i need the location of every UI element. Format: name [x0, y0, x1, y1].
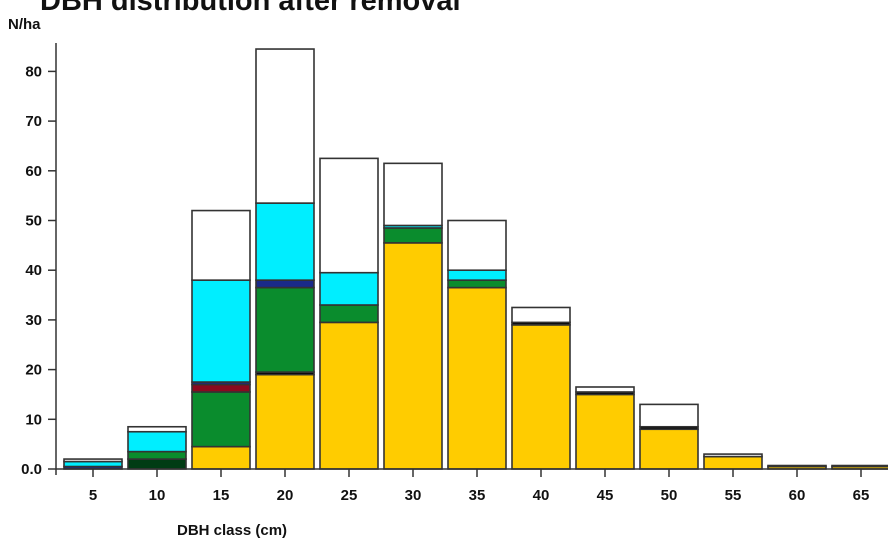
- x-tick-label: 65: [853, 487, 870, 504]
- bar-stack: [63, 458, 123, 470]
- bar-segment: [575, 386, 635, 393]
- bar-stack: [703, 453, 763, 470]
- y-tick-label: 40: [25, 262, 42, 279]
- y-axis-label: N/ha: [8, 16, 41, 33]
- x-axis-label: DBH class (cm): [177, 522, 287, 539]
- x-tick-label: 35: [469, 487, 486, 504]
- bar-segment: [447, 279, 507, 289]
- bar-segment: [191, 391, 251, 448]
- bar-stack: [191, 209, 251, 470]
- bar-segment: [383, 162, 443, 227]
- bar-segment: [511, 324, 571, 470]
- x-tick-label: 10: [149, 487, 166, 504]
- bar-segment: [63, 458, 123, 463]
- x-tick-label: 40: [533, 487, 550, 504]
- bar-stack: [447, 219, 507, 470]
- y-tick-label: 10: [25, 411, 42, 428]
- bar-segment: [255, 373, 315, 470]
- bar-segment: [255, 202, 315, 281]
- bar-segment: [319, 304, 379, 324]
- tick-marks: [48, 70, 862, 477]
- bar-segment: [575, 393, 635, 470]
- bar-segment: [383, 227, 443, 244]
- bar-segment: [383, 242, 443, 470]
- bar-segment: [191, 383, 251, 393]
- bar-stack: [127, 425, 187, 470]
- bar-segment: [255, 286, 315, 373]
- bar-segment: [191, 209, 251, 281]
- bar-segment: [447, 269, 507, 281]
- x-tick-label: 15: [213, 487, 230, 504]
- bar-stack: [639, 403, 699, 470]
- chart-title: DBH distribution after removal: [40, 0, 461, 17]
- y-tick-label: 20: [25, 362, 42, 379]
- y-tick-label: 50: [25, 213, 42, 230]
- bar-segment: [127, 425, 187, 433]
- y-tick-label: 80: [25, 63, 42, 80]
- bar-segment: [255, 48, 315, 204]
- x-tick-label: 30: [405, 487, 422, 504]
- bar-segment: [319, 321, 379, 470]
- bar-segment: [639, 428, 699, 470]
- bar-segment: [447, 219, 507, 272]
- bar-stack: [383, 162, 443, 470]
- bar-segment: [191, 445, 251, 470]
- x-tick-labels: 5 10 15 20 25 30 35 40 45 50 55 60 65: [89, 487, 870, 504]
- bar-segment: [127, 458, 187, 470]
- bar-segment: [127, 430, 187, 453]
- y-tick-label: 30: [25, 312, 42, 329]
- bar-segment: [255, 279, 315, 289]
- bar-segment: [639, 403, 699, 428]
- x-tick-label: 25: [341, 487, 358, 504]
- bar-segment: [511, 306, 571, 324]
- bars-group: [63, 48, 888, 470]
- y-tick-label: 0.0: [21, 461, 42, 478]
- bar-segment: [127, 450, 187, 460]
- x-tick-label: 50: [661, 487, 678, 504]
- bar-segment: [319, 157, 379, 274]
- bar-segment: [703, 455, 763, 470]
- bar-segment: [319, 271, 379, 306]
- bar-segment: [447, 286, 507, 470]
- bar-stack: [575, 386, 635, 470]
- bar-stack: [319, 157, 379, 470]
- bar-stack: [255, 48, 315, 470]
- y-tick-label: 60: [25, 163, 42, 180]
- y-tick-label: 70: [25, 113, 42, 130]
- bar-segment: [703, 453, 763, 458]
- bar-segment: [767, 464, 827, 468]
- y-tick-labels: 0.0 10 20 30 40 50 60 70 80: [21, 63, 42, 478]
- x-tick-label: 5: [89, 487, 97, 504]
- bar-segment: [831, 464, 888, 468]
- x-tick-label: 60: [789, 487, 806, 504]
- bar-stack: [511, 306, 571, 470]
- x-tick-label: 55: [725, 487, 742, 504]
- x-tick-label: 45: [597, 487, 614, 504]
- bar-segment: [191, 279, 251, 383]
- x-tick-label: 20: [277, 487, 294, 504]
